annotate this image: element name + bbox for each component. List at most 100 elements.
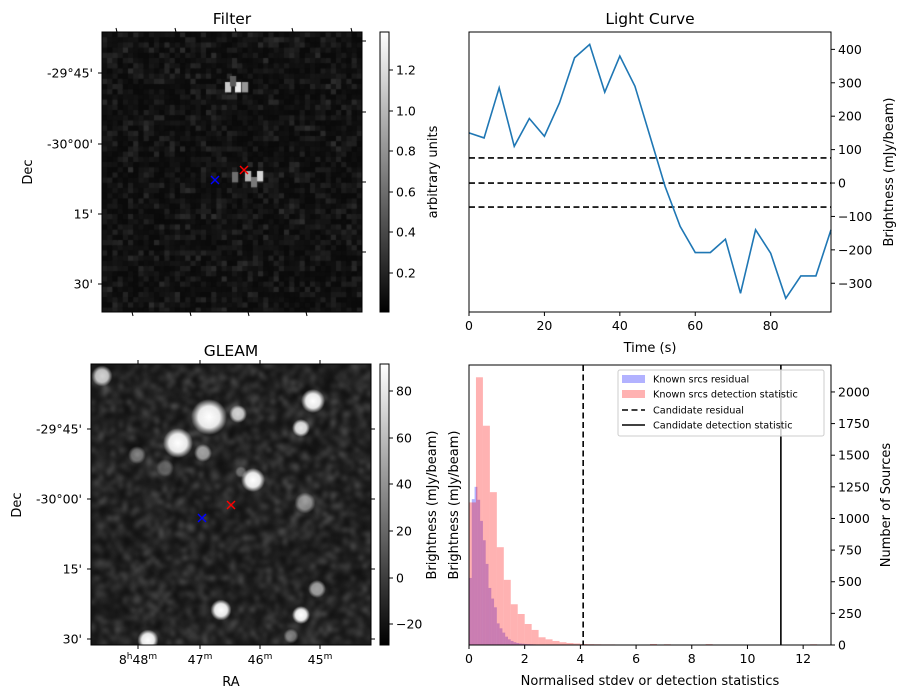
residual-bar — [502, 632, 506, 645]
gleam-xtick-part: 46 — [248, 652, 264, 667]
filter-colorbar-tick-label: 0.6 — [396, 185, 416, 200]
histogram-xtick-label: 0 — [465, 651, 473, 666]
residual-bar — [519, 643, 522, 645]
histogram-right-ylabel: Number of Sources — [879, 443, 894, 568]
histogram-ytick-label: 1000 — [838, 511, 870, 526]
histogram-xtick-label: 2 — [521, 651, 529, 666]
legend-swatch-detection — [622, 390, 645, 398]
gleam-xtick-label: 47m — [188, 652, 213, 667]
histogram-xlabel: Normalised stdev or detection statistics — [521, 674, 780, 689]
filter-ylabel: Dec — [21, 159, 36, 184]
legend-entry-label: Candidate residual — [653, 406, 744, 417]
detection-statistic-bar — [510, 604, 518, 645]
detection-statistic-bar — [475, 377, 483, 645]
gleam-ytick-label: 30' — [63, 632, 82, 647]
residual-bar — [505, 636, 508, 645]
legend-swatch-residual — [622, 375, 645, 383]
detection-statistic-bar — [524, 623, 532, 645]
residual-bar — [507, 639, 511, 645]
filter-bottom-tick — [189, 311, 192, 317]
gleam-xtick-part: 48 — [132, 652, 148, 667]
red-cross-marker — [239, 165, 249, 175]
gleam-ytick-label: 15' — [63, 562, 82, 577]
blue-cross-marker — [210, 175, 220, 185]
detection-statistic-bar — [469, 502, 476, 645]
light-curve-ytick-label: 100 — [838, 142, 862, 157]
light-curve-title: Light Curve — [605, 10, 694, 28]
gleam-xtick-part: m — [148, 652, 157, 662]
histogram-panel: 0 2 4 6 8 10 12 0 250 500 750 1000 1250 1500 1750 2000 N… — [447, 364, 894, 689]
gleam-xlabel: RA — [222, 675, 240, 690]
detection-statistic-bar — [517, 614, 525, 645]
light-curve-xtick-label: 80 — [763, 318, 779, 333]
gleam-ytick-label: -30°00' — [36, 492, 82, 507]
gleam-xtick-part: h — [127, 652, 133, 662]
histogram-xtick-label: 12 — [795, 651, 811, 666]
gleam-xtick-label: 8h48m — [119, 652, 157, 667]
histogram-ytick-label: 1250 — [838, 479, 870, 494]
histogram-xtick-label: 8 — [688, 651, 696, 666]
residual-bar — [480, 520, 483, 645]
gleam-ylabel: Dec — [10, 492, 25, 517]
detection-statistic-bar — [503, 579, 511, 645]
detection-statistic-bar — [552, 640, 560, 645]
filter-panel: Filter -29°45' -30°00' 15' 30' Dec 0.2 0.4 0.6 0.… — [21, 10, 441, 317]
gleam-colorbar-tick-label: 40 — [396, 477, 412, 492]
filter-axes-frame — [101, 31, 363, 313]
gleam-xtick-part: m — [264, 652, 273, 662]
residual-bar — [491, 598, 495, 645]
gleam-xtick-part: m — [204, 652, 213, 662]
detection-statistic-bar — [489, 492, 497, 645]
filter-ytick-label: 30' — [74, 277, 93, 292]
light-curve-ytick-label: 300 — [838, 75, 862, 90]
gleam-xtick-part: 45 — [308, 652, 324, 667]
filter-colorbar-tick-label: 0.8 — [396, 144, 416, 159]
residual-bar — [474, 486, 478, 645]
gleam-ytick-label: -29°45' — [36, 422, 82, 437]
detection-statistic-bar — [559, 642, 567, 645]
residual-bar — [499, 628, 503, 645]
light-curve-ytick-label: −200 — [838, 242, 872, 257]
light-curve-xtick-label: 20 — [536, 318, 552, 333]
residual-bar — [482, 540, 486, 645]
residual-bar — [471, 499, 475, 645]
residual-bar — [494, 607, 497, 645]
histogram-ytick-label: 250 — [838, 606, 862, 621]
detection-statistic-bar — [650, 643, 657, 645]
gleam-xtick-label: 45m — [308, 652, 333, 667]
gleam-colorbar-tick-label: 20 — [396, 524, 412, 539]
gleam-colorbar-tick-label: 60 — [396, 431, 412, 446]
gleam-xtick-part: 47 — [188, 652, 204, 667]
filter-colorbar-tick-label: 0.2 — [396, 266, 416, 281]
light-curve-ylabel: Brightness (mJy/beam) — [882, 98, 897, 247]
residual-bar — [510, 640, 514, 645]
light-curve-xtick-label: 40 — [612, 318, 628, 333]
residual-bar — [496, 623, 500, 645]
light-curve-ytick-label: 0 — [838, 176, 846, 191]
filter-colorbar-tick-label: 1.2 — [396, 63, 416, 78]
legend-box — [617, 369, 825, 437]
filter-top-tick — [174, 27, 177, 33]
residual-bar — [516, 642, 520, 645]
filter-top-tick — [115, 27, 118, 33]
filter-colorbar — [379, 31, 390, 313]
histogram-legend: Known srcs residual Known srcs detection … — [617, 369, 825, 437]
histogram-xtick-label: 6 — [632, 651, 640, 666]
filter-ytick-label: 15' — [74, 207, 93, 222]
gleam-xtick-part: m — [324, 652, 333, 662]
red-cross-marker — [226, 500, 236, 510]
filter-top-tick — [350, 27, 353, 33]
residual-bar — [485, 563, 489, 645]
light-curve-ytick-label: 400 — [838, 42, 862, 57]
histogram-ytick-label: 500 — [838, 574, 862, 589]
filter-colorbar-tick-label: 1.0 — [396, 104, 416, 119]
filter-top-tick — [234, 27, 237, 33]
light-curve-xlabel: Time (s) — [623, 341, 677, 356]
gleam-xtick-part: 8 — [119, 652, 127, 667]
histogram-xtick-label: 4 — [576, 651, 584, 666]
detection-statistic-bar — [538, 637, 546, 645]
histogram-ytick-label: 1750 — [838, 416, 870, 431]
residual-bar — [488, 587, 492, 645]
